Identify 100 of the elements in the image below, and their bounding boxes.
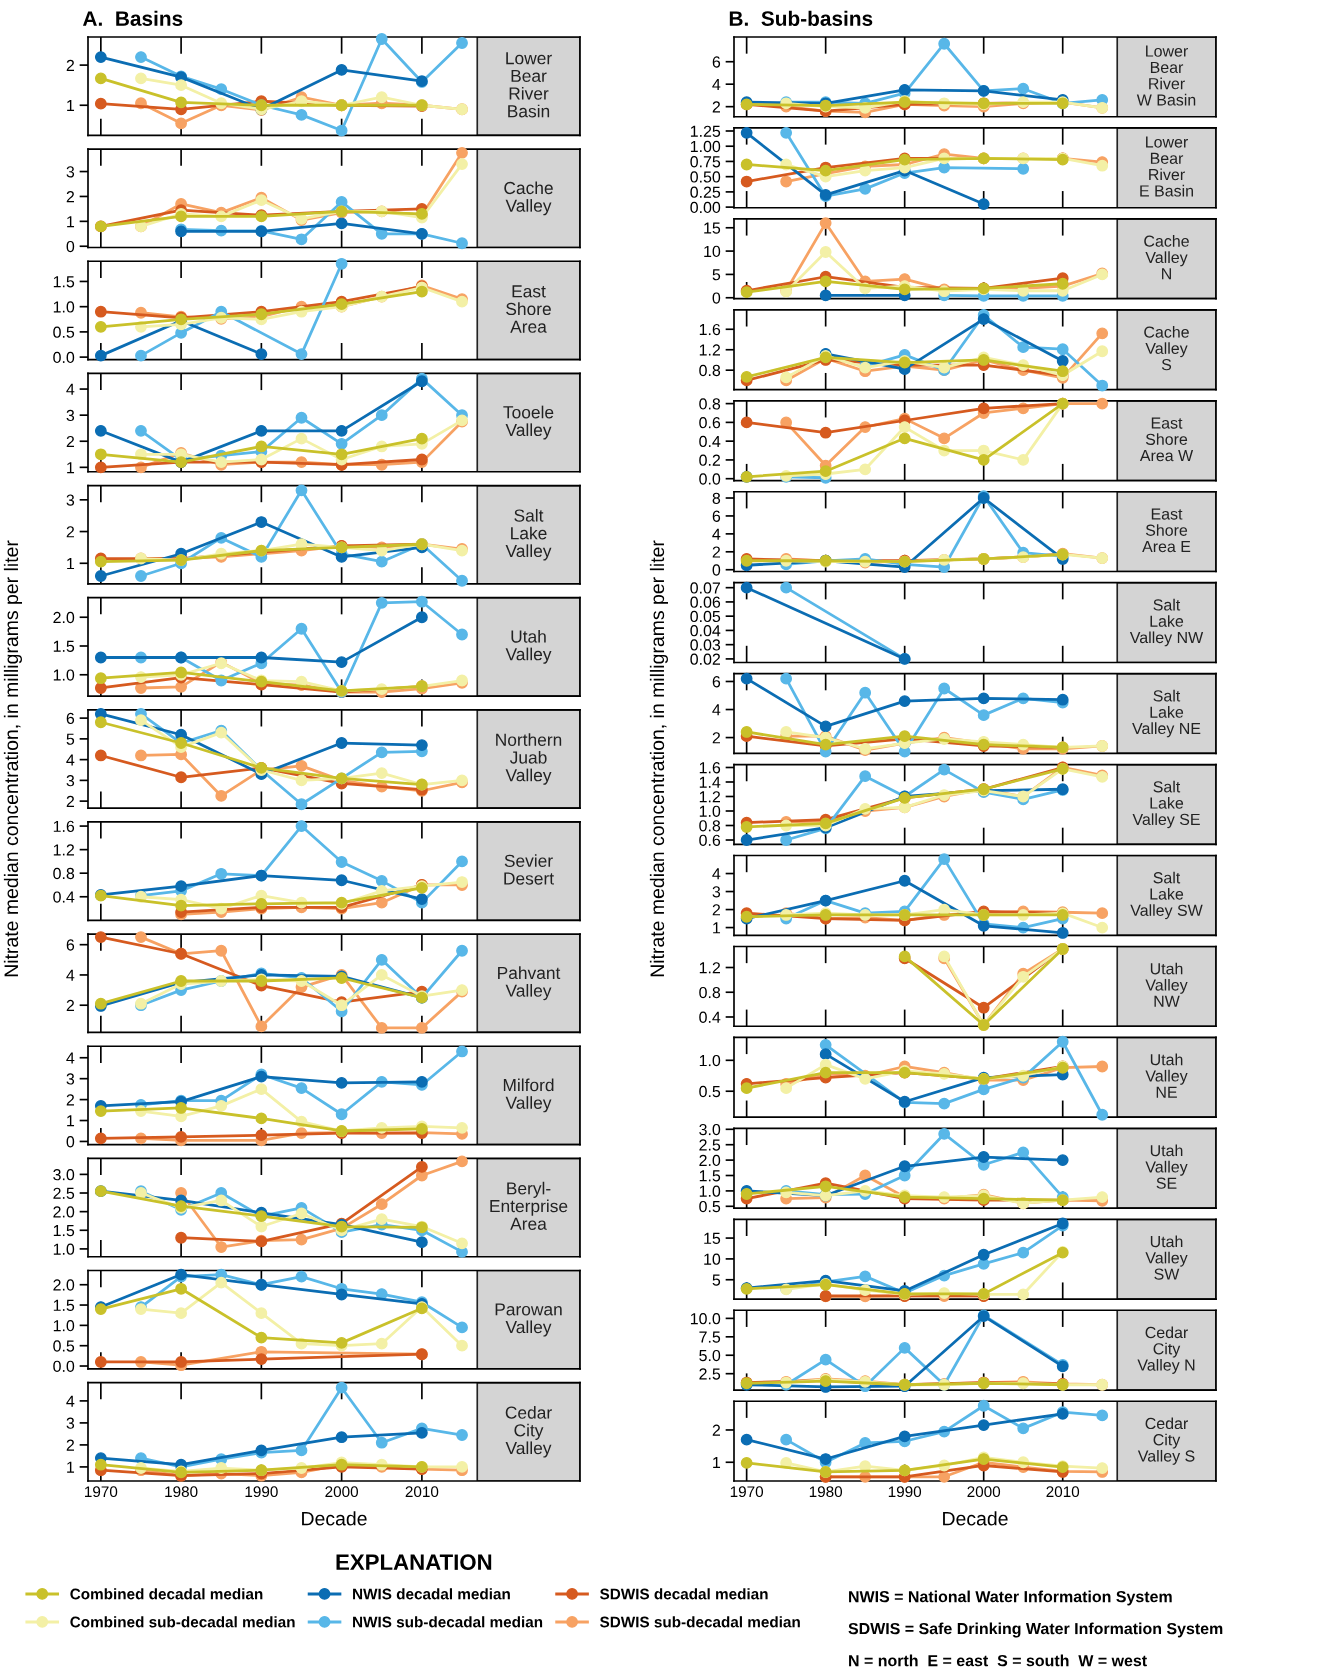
- y-tick-label: 2.0: [53, 611, 75, 624]
- y-tick-label: 0.4: [699, 1011, 721, 1023]
- y-axis-title: Nitrate median concentration, in milligrams per liter: [3, 540, 22, 977]
- y-tick-label: 0.0: [53, 1360, 75, 1372]
- y-tick-label: 2.0: [699, 1154, 721, 1167]
- y-tick-label: 2: [66, 1439, 74, 1451]
- y-tick-label: 0.8: [699, 398, 721, 410]
- y-tick-label: 1.2: [699, 791, 721, 803]
- x-tick-label: 1990: [888, 1486, 922, 1498]
- text: Utah Valley NE: [1145, 1053, 1188, 1098]
- legend-title: EXPLANATION: [336, 1554, 492, 1571]
- y-tick-label: 2.5: [699, 1139, 721, 1151]
- text: Salt Lake Valley NW: [1129, 598, 1204, 647]
- y-tick-label: 0.0: [699, 473, 721, 485]
- y-tick-label: 4: [712, 78, 721, 90]
- y-tick-label: 1: [67, 558, 75, 570]
- text: Sevier Desert: [504, 854, 554, 885]
- y-tick-label: 4: [712, 704, 721, 716]
- text: Cedar City Valley N: [1137, 1326, 1195, 1374]
- text: Utah Valley NW: [1145, 962, 1188, 1007]
- x-tick-label: 1970: [85, 1486, 118, 1498]
- text: Salt Lake Valley SE: [1132, 780, 1200, 829]
- text: Cache Valley S: [1144, 326, 1189, 371]
- y-tick-label: 2.0: [53, 1279, 75, 1291]
- y-tick-label: 6: [712, 676, 721, 688]
- y-tick-label: 0.06: [690, 596, 721, 608]
- y-tick-label: 1.6: [53, 820, 75, 833]
- legend-label: SDWIS decadal median: [600, 1588, 768, 1600]
- y-tick-label: 1.0: [53, 1320, 75, 1332]
- text: East Shore Area E: [1142, 508, 1191, 553]
- x-tick-label: 2010: [405, 1486, 439, 1498]
- y-tick-label: 2: [66, 526, 74, 538]
- y-tick-label: 1.5: [53, 1225, 75, 1237]
- y-tick-label: 1.2: [699, 344, 721, 356]
- text: Utah Valley SE: [1145, 1144, 1188, 1189]
- y-tick-label: 2: [66, 191, 74, 203]
- y-tick-label: 5: [66, 733, 75, 745]
- y-tick-label: 1: [67, 216, 75, 228]
- y-tick-label: 0.75: [690, 156, 721, 168]
- text: Parowan Valley: [495, 1303, 562, 1337]
- text: SDWIS = Safe Drinking Water Information System: [848, 1622, 1223, 1638]
- y-tick-label: 1: [713, 922, 721, 934]
- y-tick-label: 2.5: [53, 1187, 75, 1199]
- y-tick-label: 0.00: [690, 201, 721, 214]
- y-tick-label: 0.8: [699, 820, 721, 832]
- y-tick-label: 2.0: [53, 1206, 75, 1218]
- y-tick-label: 1.5: [699, 1170, 721, 1182]
- y-tick-label: 0.2: [699, 454, 721, 466]
- y-tick-label: 0.6: [699, 834, 721, 846]
- y-tick-label: 0.4: [699, 435, 721, 448]
- y-tick-label: 0.02: [690, 653, 721, 665]
- text: Northern Juab Valley: [496, 733, 562, 785]
- y-tick-label: 3: [712, 886, 721, 898]
- y-tick-label: 1.0: [53, 301, 75, 313]
- y-tick-label: 0.4: [53, 891, 75, 903]
- y-tick-label: 1.2: [699, 962, 721, 974]
- x-tick-label: 1980: [809, 1486, 843, 1498]
- y-tick-label: 0.07: [690, 582, 721, 594]
- y-tick-label: 3.0: [699, 1123, 721, 1136]
- y-tick-label: 1: [67, 1461, 75, 1473]
- y-tick-label: 0: [712, 564, 721, 576]
- y-tick-label: 1: [67, 1115, 75, 1127]
- text: Salt Lake Valley: [505, 508, 552, 561]
- y-tick-label: 3: [66, 1417, 75, 1429]
- y-tick-label: 6: [712, 510, 721, 522]
- y-tick-label: 0.8: [699, 364, 721, 377]
- y-tick-label: 4: [66, 1052, 75, 1064]
- legend-label: Combined sub-decadal median: [70, 1616, 295, 1628]
- y-tick-label: 2: [712, 904, 720, 916]
- y-tick-label: 0.5: [699, 1200, 721, 1213]
- y-tick-label: 1.00: [690, 140, 721, 153]
- y-tick-label: 1.0: [53, 669, 75, 681]
- text: Utah Valley SW: [1145, 1235, 1188, 1280]
- text: East Shore Area W: [1139, 417, 1194, 462]
- text: Lower Bear River W Basin: [1136, 45, 1196, 106]
- text: N = north E = east S = south W = west: [849, 1654, 1147, 1667]
- text: NWIS = National Water Information System: [849, 1590, 1172, 1606]
- y-tick-label: 1.2: [53, 844, 75, 856]
- y-tick-label: 4: [66, 969, 75, 981]
- y-tick-label: 2: [66, 59, 74, 71]
- y-tick-label: 0: [712, 292, 721, 304]
- y-tick-label: 4: [66, 1395, 75, 1407]
- text: Salt Lake Valley SW: [1130, 871, 1203, 920]
- y-tick-label: 6: [66, 712, 75, 725]
- y-tick-label: 1: [67, 100, 75, 112]
- y-tick-label: 1.5: [53, 276, 75, 288]
- chart-subtitle: A. Basins: [82, 10, 183, 26]
- y-axis-title: Nitrate median concentration, in milligrams per liter: [649, 540, 668, 977]
- y-tick-label: 1.0: [699, 805, 721, 817]
- y-tick-label: 3: [66, 409, 75, 422]
- text: Milford Valley: [503, 1078, 554, 1113]
- y-tick-label: 3: [66, 494, 75, 506]
- y-tick-label: 2: [712, 732, 720, 744]
- x-tick-label: 1990: [245, 1486, 278, 1498]
- x-tick-label: 2000: [325, 1486, 359, 1498]
- y-tick-label: 4: [66, 754, 75, 766]
- text: Lower Bear River Basin: [506, 52, 552, 118]
- text: Salt Lake Valley NE: [1132, 689, 1201, 738]
- chart-subtitle: B. Sub-basins: [729, 10, 873, 26]
- y-tick-label: 2.5: [699, 1368, 721, 1380]
